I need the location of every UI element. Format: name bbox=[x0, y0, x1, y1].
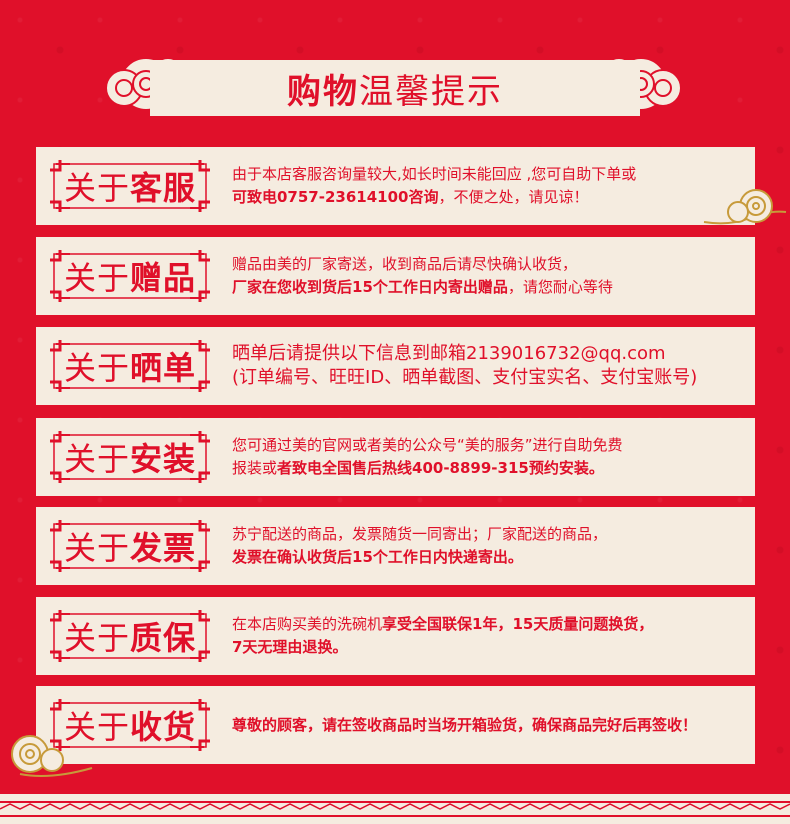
badge-warranty: 关于质保 bbox=[46, 606, 214, 666]
bottom-pattern-border bbox=[0, 794, 790, 824]
row-line1: 在本店购买美的洗碗机享受全国联保1年，15天质量问题换货， bbox=[232, 613, 653, 636]
row-line1: 赠品由美的厂家寄送，收到商品后请尽快确认收货， bbox=[232, 255, 578, 273]
badge-invoice: 关于发票 bbox=[46, 516, 214, 576]
row-line2: 报装或者致电全国售后热线400-8899-315预约安装。 bbox=[232, 457, 623, 480]
row-line2-bold: 者致电全国售后热线400-8899-315预约安装。 bbox=[277, 459, 604, 477]
badge-install: 关于安装 bbox=[46, 427, 214, 487]
frame-icon bbox=[50, 431, 210, 483]
row-line2-bold: 发票在确认收货后15个工作日内快递寄出。 bbox=[232, 548, 523, 566]
badge-prefix: 关于 bbox=[63, 440, 130, 478]
info-row-gift: 关于赠品 赠品由美的厂家寄送，收到商品后请尽快确认收货， 厂家在您收到货后15个… bbox=[36, 237, 755, 315]
row-line2-bold: 7天无理由退换。 bbox=[232, 638, 348, 656]
badge-service: 关于客服 bbox=[46, 156, 214, 216]
row-line2: 厂家在您收到货后15个工作日内寄出赠品，请您耐心等待 bbox=[232, 276, 613, 299]
badge-prefix: 关于 bbox=[63, 169, 130, 207]
badge-key: 客服 bbox=[130, 169, 197, 207]
frame-icon bbox=[50, 699, 210, 751]
info-row-service: 关于客服 由于本店客服咨询量较大,如长时间未能回应 ,您可自助下单或 可致电07… bbox=[36, 147, 755, 225]
info-row-review: 关于晒单 晒单后请提供以下信息到邮箱2139016732@qq.com (订单编… bbox=[36, 327, 755, 405]
frame-icon bbox=[50, 250, 210, 302]
badge-review: 关于晒单 bbox=[46, 336, 214, 396]
row-line1: 由于本店客服咨询量较大,如长时间未能回应 ,您可自助下单或 bbox=[232, 165, 637, 183]
badge-key: 质保 bbox=[130, 619, 197, 657]
row-text: 您可通过美的官网或者美的公众号“美的服务”进行自助免费 报装或者致电全国售后热线… bbox=[232, 434, 623, 480]
row-line2: 7天无理由退换。 bbox=[232, 636, 653, 659]
row-line1: 晒单后请提供以下信息到邮箱2139016732@qq.com bbox=[232, 343, 666, 364]
row-line1: 您可通过美的官网或者美的公众号“美的服务”进行自助免费 bbox=[232, 436, 623, 454]
row-line2-bold: 厂家在您收到货后15个工作日内寄出赠品 bbox=[232, 278, 508, 296]
badge-receipt: 关于收货 bbox=[46, 695, 214, 755]
badge-key: 赠品 bbox=[130, 259, 197, 297]
page-title: 购物温馨提示 bbox=[287, 64, 503, 113]
header-banner: 购物温馨提示 bbox=[150, 60, 640, 116]
row-text: 赠品由美的厂家寄送，收到商品后请尽快确认收货， 厂家在您收到货后15个工作日内寄… bbox=[232, 253, 613, 299]
row-line1: 苏宁配送的商品，发票随货一同寄出；厂家配送的商品， bbox=[232, 525, 608, 543]
frame-icon bbox=[50, 340, 210, 392]
cloud-bottom-left-icon bbox=[11, 735, 93, 777]
badge-gift: 关于赠品 bbox=[46, 246, 214, 306]
row-text: 在本店购买美的洗碗机享受全国联保1年，15天质量问题换货， 7天无理由退换。 bbox=[232, 613, 653, 659]
title-normal: 温馨提示 bbox=[359, 71, 503, 112]
badge-prefix: 关于 bbox=[63, 619, 130, 657]
badge-key: 发票 bbox=[130, 529, 197, 567]
info-row-invoice: 关于发票 苏宁配送的商品，发票随货一同寄出；厂家配送的商品， 发票在确认收货后1… bbox=[36, 507, 755, 585]
badge-prefix: 关于 bbox=[63, 708, 130, 746]
row-line1-bold: 尊敬的顾客，请在签收商品时当场开箱验货，确保商品完好后再签收！ bbox=[232, 715, 698, 734]
row-line2: (订单编号、旺旺ID、晒单截图、支付宝实名、支付宝账号) bbox=[232, 367, 698, 388]
frame-icon bbox=[50, 160, 210, 212]
title-bold: 购物 bbox=[287, 71, 359, 112]
row-line2-normal: ，不便之处，请见谅！ bbox=[438, 188, 589, 206]
cloud-side-icon bbox=[703, 189, 787, 225]
row-line2-bold: 可致电0757-23614100咨询 bbox=[232, 188, 439, 206]
row-line2-normal: ，请您耐心等待 bbox=[507, 278, 613, 296]
badge-key: 晒单 bbox=[130, 349, 197, 387]
row-text: 尊敬的顾客，请在签收商品时当场开箱验货，确保商品完好后再签收！ bbox=[232, 714, 697, 737]
info-row-install: 关于安装 您可通过美的官网或者美的公众号“美的服务”进行自助免费 报装或者致电全… bbox=[36, 418, 755, 496]
row-text: 由于本店客服咨询量较大,如长时间未能回应 ,您可自助下单或 可致电0757-23… bbox=[232, 163, 636, 209]
info-row-warranty: 关于质保 在本店购买美的洗碗机享受全国联保1年，15天质量问题换货， 7天无理由… bbox=[36, 597, 755, 675]
row-line1: 尊敬的顾客，请在签收商品时当场开箱验货，确保商品完好后再签收！ bbox=[232, 714, 697, 737]
badge-key: 安装 bbox=[130, 440, 197, 478]
badge-prefix: 关于 bbox=[63, 259, 130, 297]
frame-icon bbox=[50, 520, 210, 572]
row-line2: 发票在确认收货后15个工作日内快递寄出。 bbox=[232, 546, 607, 569]
row-line1-normal: 在本店购买美的洗碗机 bbox=[232, 615, 383, 633]
frame-icon bbox=[50, 610, 210, 662]
row-line1-bold: 享受全国联保1年，15天质量问题换货， bbox=[382, 615, 654, 633]
row-line2-normal: 报装或 bbox=[232, 459, 278, 477]
row-line2: 可致电0757-23614100咨询，不便之处，请见谅！ bbox=[232, 186, 636, 209]
badge-prefix: 关于 bbox=[63, 349, 130, 387]
badge-prefix: 关于 bbox=[63, 529, 130, 567]
row-text: 苏宁配送的商品，发票随货一同寄出；厂家配送的商品， 发票在确认收货后15个工作日… bbox=[232, 523, 607, 569]
row-text: 晒单后请提供以下信息到邮箱2139016732@qq.com (订单编号、旺旺I… bbox=[232, 342, 697, 390]
badge-key: 收货 bbox=[130, 708, 197, 746]
info-row-receipt: 关于收货 尊敬的顾客，请在签收商品时当场开箱验货，确保商品完好后再签收！ bbox=[36, 686, 755, 764]
